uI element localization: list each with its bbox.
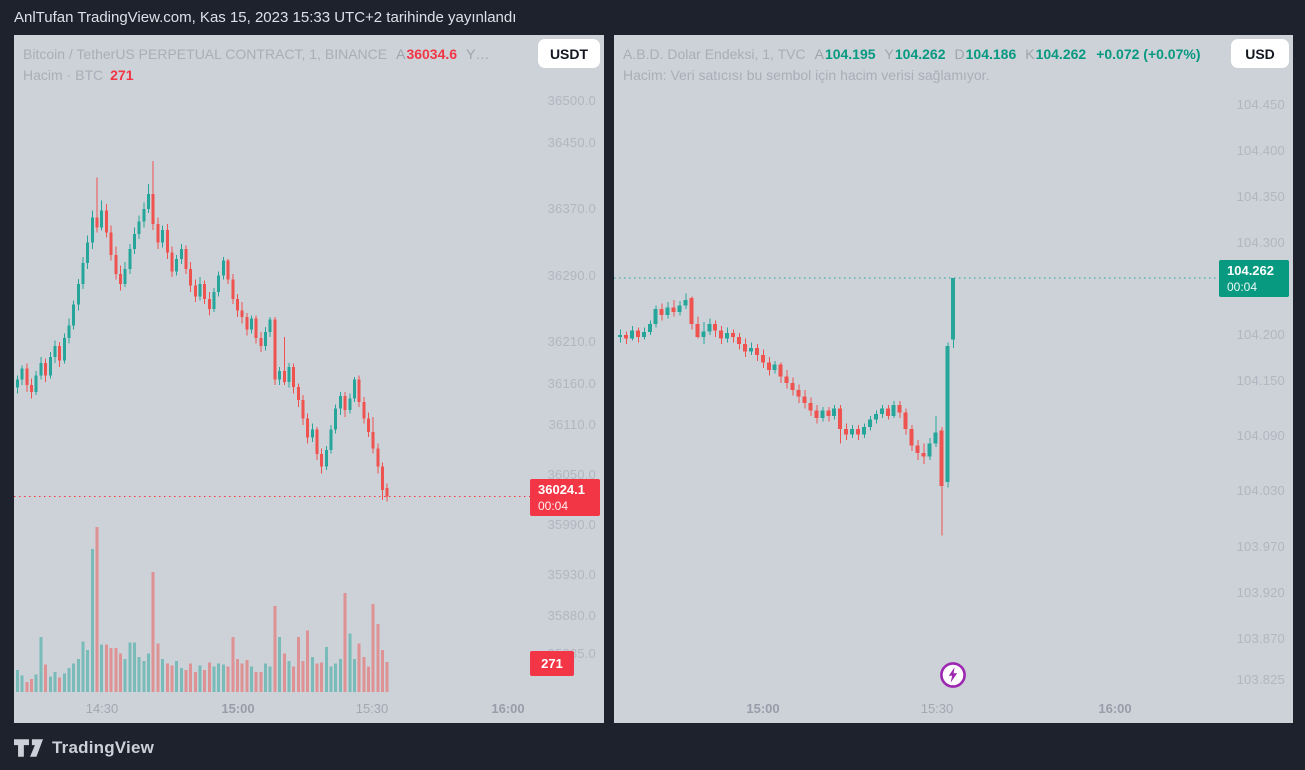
- dxy-bar-countdown: 00:04: [1227, 279, 1258, 294]
- candlestick-series: [16, 160, 389, 502]
- btc-chart-canvas[interactable]: [14, 35, 604, 723]
- price-tick-label: 104.450: [1236, 97, 1285, 112]
- dxy-last-price-value: 104.262: [1227, 262, 1274, 278]
- tradingview-logo-icon: [14, 739, 43, 757]
- currency-toggle-usdt-button[interactable]: USDT: [538, 39, 600, 68]
- price-tick-label: 104.200: [1236, 327, 1285, 342]
- price-tick-label: 36500.0: [547, 93, 596, 108]
- publish-title: AnlTufan TradingView.com, Kas 15, 2023 1…: [14, 9, 517, 26]
- price-tick-label: 104.150: [1236, 373, 1285, 388]
- price-tick-label: 36110.0: [548, 417, 596, 433]
- footer-branding[interactable]: TradingView: [14, 738, 154, 758]
- ohlc-field: A104.195: [814, 46, 876, 62]
- price-tick-label: 104.090: [1236, 428, 1285, 444]
- price-tick-label: 104.400: [1236, 143, 1285, 158]
- ohlc-field: A36034.6: [396, 46, 458, 62]
- btc-chart-legend: Bitcoin / TetherUS PERPETUAL CONTRACT, 1…: [23, 44, 489, 86]
- volume-series: [16, 527, 389, 692]
- time-tick-label: 15:30: [355, 701, 389, 716]
- price-tick-label: 104.350: [1236, 189, 1285, 204]
- dxy-chart-legend: A.B.D. Dolar Endeksi, 1, TVC A104.195 Y104…: [623, 44, 1200, 86]
- realtime-flash-icon[interactable]: [939, 661, 967, 689]
- price-tick-label: 104.300: [1236, 235, 1285, 250]
- btc-volume-indicator-value: 271: [110, 67, 134, 83]
- price-tick-label: 103.970: [1236, 538, 1285, 554]
- candlestick-series: [618, 277, 956, 536]
- dxy-symbol-title: A.B.D. Dolar Endeksi, 1, TVC: [623, 46, 806, 62]
- time-tick-label: 15:00: [746, 701, 780, 716]
- btc-volume-axis-badge: 271: [530, 651, 574, 676]
- btc-last-price-badge: 36024.1 00:04: [530, 478, 600, 516]
- time-tick-label: 16:00: [1098, 701, 1132, 716]
- btc-symbol-title: Bitcoin / TetherUS PERPETUAL CONTRACT, 1…: [23, 46, 388, 62]
- price-tick-label: 103.920: [1236, 584, 1285, 600]
- price-tick-label: 104.030: [1236, 483, 1285, 499]
- price-tick-label: 36050.0: [547, 466, 596, 482]
- dxy-chart-canvas[interactable]: [614, 35, 1293, 723]
- time-tick-label: 15:30: [920, 701, 954, 716]
- price-tick-label: 36210.0: [547, 334, 596, 350]
- price-tick-label: 35880.0: [547, 608, 596, 624]
- time-tick-label: 16:00: [491, 701, 525, 716]
- btc-bar-countdown: 00:04: [538, 498, 569, 513]
- time-tick-label: 14:30: [85, 701, 119, 716]
- price-tick-label: 103.825: [1236, 672, 1285, 687]
- chart-panel-dxy[interactable]: A.B.D. Dolar Endeksi, 1, TVC A104.195 Y104…: [614, 35, 1293, 723]
- ohlc-field: Y104.262: [884, 46, 946, 62]
- dxy-ohlc-values: A104.195 Y104.262 D104.186 K104.262 +0.072 (…: [806, 46, 1201, 62]
- dxy-no-volume-note: Hacim: Veri satıcısı bu sembol için haci…: [623, 67, 990, 83]
- ohlc-field: D104.186: [954, 46, 1017, 62]
- currency-toggle-usd-button[interactable]: USD: [1231, 39, 1289, 68]
- btc-volume-indicator-label: Hacim · BTC: [23, 67, 104, 83]
- price-tick-label: 103.870: [1236, 630, 1285, 646]
- price-tick-label: 35930.0: [547, 566, 596, 582]
- price-tick-label: 36450.0: [547, 134, 596, 150]
- price-tick-label: 36160.0: [547, 375, 596, 391]
- price-tick-label: 35990.0: [547, 516, 596, 532]
- ohlc-field: +0.072 (+0.07%): [1096, 46, 1201, 62]
- ohlc-field: K104.262: [1025, 46, 1087, 62]
- time-tick-label: 15:00: [221, 701, 255, 716]
- tradingview-logo-text: TradingView: [52, 738, 155, 757]
- chart-panel-btcusdt[interactable]: Bitcoin / TetherUS PERPETUAL CONTRACT, 1…: [14, 35, 604, 723]
- dxy-last-price-badge: 104.262 00:04: [1219, 259, 1289, 297]
- ohlc-field: Y…: [466, 46, 490, 62]
- price-tick-label: 36370.0: [547, 201, 596, 217]
- btc-ohlc-values: A36034.6 Y…: [387, 46, 489, 62]
- price-tick-label: 36290.0: [547, 267, 596, 283]
- btc-last-price-value: 36024.1: [538, 481, 585, 497]
